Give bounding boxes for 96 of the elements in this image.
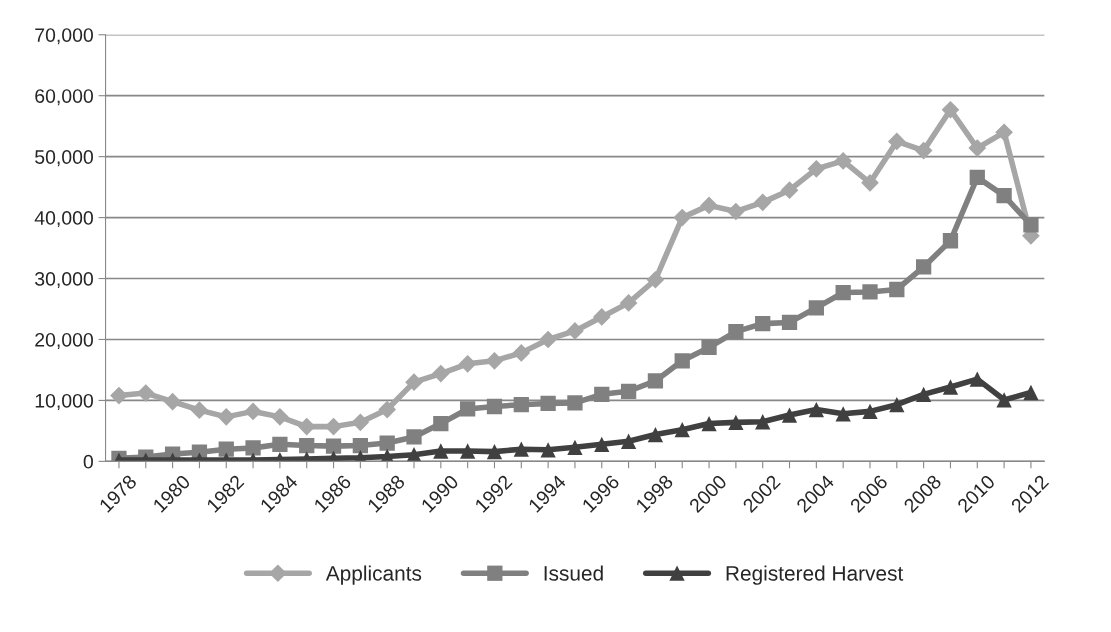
point — [512, 344, 531, 362]
point — [887, 132, 906, 151]
point — [513, 397, 529, 413]
point — [646, 270, 665, 289]
point — [486, 398, 503, 415]
point — [619, 294, 638, 312]
point — [835, 406, 851, 422]
point — [862, 284, 878, 300]
point — [567, 439, 583, 455]
point — [485, 351, 504, 370]
point — [861, 174, 879, 192]
point — [914, 141, 933, 160]
point — [728, 323, 744, 340]
point — [889, 281, 905, 298]
point — [701, 415, 717, 432]
point — [727, 202, 745, 221]
point — [325, 438, 342, 454]
point — [458, 355, 477, 373]
legend-label: Issued — [544, 565, 603, 581]
point — [299, 437, 315, 454]
point — [647, 373, 664, 389]
y-tick-label: 0 — [83, 454, 93, 469]
point — [808, 300, 824, 316]
y-tick-label: 40,000 — [34, 211, 93, 228]
point — [701, 339, 717, 356]
point — [405, 373, 423, 391]
point — [755, 315, 771, 332]
point — [755, 414, 771, 430]
point — [218, 441, 234, 457]
point — [351, 413, 370, 432]
point — [807, 160, 826, 178]
point — [862, 403, 878, 420]
point — [942, 233, 959, 249]
point — [996, 188, 1012, 204]
point — [674, 353, 690, 369]
point — [969, 169, 985, 186]
point — [916, 386, 932, 402]
point — [594, 436, 610, 452]
point — [163, 392, 182, 411]
point — [431, 364, 450, 383]
point — [406, 429, 422, 445]
point — [271, 408, 289, 426]
point — [835, 284, 851, 301]
point — [245, 440, 261, 456]
point — [620, 433, 637, 449]
point — [673, 208, 692, 227]
y-tick-label: 60,000 — [35, 89, 93, 106]
point — [620, 383, 637, 399]
y-tick-label: 10,000 — [35, 393, 93, 410]
point — [378, 400, 397, 419]
point — [567, 395, 583, 411]
point — [995, 123, 1013, 142]
point — [889, 397, 905, 413]
point — [433, 415, 449, 432]
point — [566, 322, 584, 340]
legend-label: Applicants — [325, 565, 422, 585]
point — [728, 414, 744, 430]
point — [781, 314, 798, 331]
point — [352, 437, 368, 454]
point — [942, 379, 959, 395]
point — [592, 308, 611, 326]
y-tick-label: 70,000 — [35, 28, 93, 45]
legend-label: Registered Harvest — [726, 565, 904, 585]
point — [647, 426, 664, 443]
point — [968, 139, 987, 157]
point — [808, 401, 824, 418]
point — [916, 259, 932, 275]
y-tick-label: 50,000 — [35, 150, 93, 167]
y-tick-label: 20,000 — [35, 332, 93, 350]
point — [460, 401, 476, 417]
point — [110, 386, 128, 405]
y-tick-label: 30,000 — [35, 272, 93, 289]
point — [1023, 217, 1039, 233]
point — [700, 196, 718, 215]
point — [834, 152, 853, 170]
point — [379, 435, 395, 451]
point — [244, 402, 262, 421]
point — [217, 408, 236, 426]
point — [190, 401, 209, 420]
point — [594, 386, 610, 402]
point — [513, 441, 529, 457]
point — [539, 330, 557, 349]
point — [996, 392, 1012, 408]
point — [969, 371, 985, 387]
point — [540, 442, 556, 458]
point — [433, 443, 449, 459]
point — [780, 181, 799, 199]
point — [486, 443, 503, 460]
point — [1023, 384, 1039, 401]
point — [272, 436, 288, 452]
point — [753, 193, 772, 212]
point — [781, 407, 798, 423]
point — [540, 395, 556, 412]
point — [941, 100, 960, 119]
point — [460, 443, 476, 459]
point — [674, 422, 690, 438]
